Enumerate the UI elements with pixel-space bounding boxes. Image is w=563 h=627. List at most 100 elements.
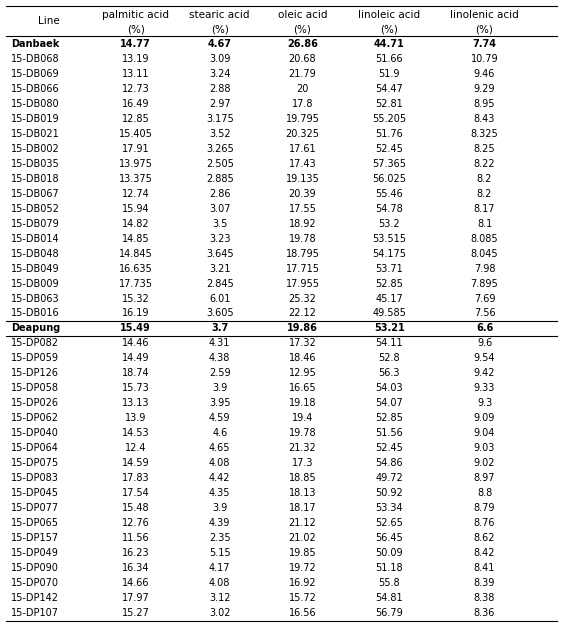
- Text: 18.46: 18.46: [289, 354, 316, 364]
- Text: 53.34: 53.34: [376, 503, 403, 514]
- Text: 15-DP026: 15-DP026: [11, 398, 59, 408]
- Text: 8.045: 8.045: [471, 248, 498, 258]
- Text: 3.21: 3.21: [209, 263, 230, 273]
- Text: 16.19: 16.19: [122, 308, 149, 319]
- Text: 54.86: 54.86: [376, 458, 403, 468]
- Text: 15-DB079: 15-DB079: [11, 219, 60, 229]
- Text: 15-DP077: 15-DP077: [11, 503, 59, 514]
- Text: 4.42: 4.42: [209, 473, 230, 483]
- Text: 56.45: 56.45: [376, 534, 403, 544]
- Text: 21.79: 21.79: [289, 69, 316, 79]
- Text: 51.9: 51.9: [378, 69, 400, 79]
- Text: 9.04: 9.04: [474, 428, 495, 438]
- Text: 3.52: 3.52: [209, 129, 230, 139]
- Text: 19.78: 19.78: [289, 234, 316, 243]
- Text: 4.17: 4.17: [209, 563, 230, 573]
- Text: 15-DP107: 15-DP107: [11, 608, 59, 618]
- Text: 3.24: 3.24: [209, 69, 230, 79]
- Text: 16.635: 16.635: [119, 263, 153, 273]
- Text: 19.85: 19.85: [289, 548, 316, 558]
- Text: 49.72: 49.72: [376, 473, 403, 483]
- Text: 15-DB009: 15-DB009: [11, 278, 60, 288]
- Text: 15-DP126: 15-DP126: [11, 369, 59, 379]
- Text: 15.27: 15.27: [122, 608, 150, 618]
- Text: 56.79: 56.79: [376, 608, 403, 618]
- Text: 15-DP065: 15-DP065: [11, 519, 59, 529]
- Text: 53.71: 53.71: [376, 263, 403, 273]
- Text: 15-DP040: 15-DP040: [11, 428, 59, 438]
- Text: 9.42: 9.42: [474, 369, 495, 379]
- Text: 15-DP059: 15-DP059: [11, 354, 59, 364]
- Text: 14.53: 14.53: [122, 428, 149, 438]
- Text: 16.23: 16.23: [122, 548, 149, 558]
- Text: 12.95: 12.95: [289, 369, 316, 379]
- Text: 18.85: 18.85: [289, 473, 316, 483]
- Text: 52.65: 52.65: [376, 519, 403, 529]
- Text: 18.74: 18.74: [122, 369, 149, 379]
- Text: 8.41: 8.41: [474, 563, 495, 573]
- Text: 15-DP157: 15-DP157: [11, 534, 59, 544]
- Text: 17.735: 17.735: [119, 278, 153, 288]
- Text: 3.265: 3.265: [206, 144, 234, 154]
- Text: 15-DB066: 15-DB066: [11, 83, 60, 93]
- Text: 20.325: 20.325: [285, 129, 319, 139]
- Text: 7.74: 7.74: [472, 39, 497, 49]
- Text: 14.66: 14.66: [122, 578, 149, 588]
- Text: 3.9: 3.9: [212, 384, 227, 393]
- Text: 15-DB069: 15-DB069: [11, 69, 60, 79]
- Text: 13.975: 13.975: [119, 159, 153, 169]
- Text: 8.17: 8.17: [474, 204, 495, 214]
- Text: 17.61: 17.61: [289, 144, 316, 154]
- Text: 7.56: 7.56: [473, 308, 495, 319]
- Text: 14.46: 14.46: [122, 339, 149, 349]
- Text: (%): (%): [211, 24, 229, 34]
- Text: 51.66: 51.66: [376, 54, 403, 64]
- Text: 20.68: 20.68: [289, 54, 316, 64]
- Text: 54.81: 54.81: [376, 593, 403, 603]
- Text: 3.7: 3.7: [211, 324, 229, 334]
- Text: 8.36: 8.36: [474, 608, 495, 618]
- Text: 53.2: 53.2: [378, 219, 400, 229]
- Text: 9.29: 9.29: [474, 83, 495, 93]
- Text: 3.09: 3.09: [209, 54, 230, 64]
- Text: 8.43: 8.43: [474, 113, 495, 124]
- Text: 6.01: 6.01: [209, 293, 230, 303]
- Text: 4.59: 4.59: [209, 413, 230, 423]
- Text: 19.18: 19.18: [289, 398, 316, 408]
- Text: 52.45: 52.45: [376, 144, 403, 154]
- Text: 53.515: 53.515: [372, 234, 406, 243]
- Text: 51.18: 51.18: [376, 563, 403, 573]
- Text: 4.65: 4.65: [209, 443, 230, 453]
- Text: 15-DP070: 15-DP070: [11, 578, 59, 588]
- Text: 15-DB080: 15-DB080: [11, 98, 60, 108]
- Text: 19.4: 19.4: [292, 413, 313, 423]
- Text: 12.85: 12.85: [122, 113, 149, 124]
- Text: 55.46: 55.46: [376, 189, 403, 199]
- Text: 15-DB016: 15-DB016: [11, 308, 60, 319]
- Text: 55.205: 55.205: [372, 113, 406, 124]
- Text: 22.12: 22.12: [288, 308, 316, 319]
- Text: 10.79: 10.79: [471, 54, 498, 64]
- Text: 55.8: 55.8: [378, 578, 400, 588]
- Text: 25.32: 25.32: [288, 293, 316, 303]
- Text: 13.375: 13.375: [119, 174, 153, 184]
- Text: 15-DB021: 15-DB021: [11, 129, 60, 139]
- Text: 2.505: 2.505: [205, 159, 234, 169]
- Text: 14.85: 14.85: [122, 234, 149, 243]
- Text: 15-DB049: 15-DB049: [11, 263, 60, 273]
- Text: 16.49: 16.49: [122, 98, 149, 108]
- Text: 8.62: 8.62: [474, 534, 495, 544]
- Text: 8.76: 8.76: [474, 519, 495, 529]
- Text: 12.76: 12.76: [122, 519, 149, 529]
- Text: 15-DB014: 15-DB014: [11, 234, 60, 243]
- Text: 3.645: 3.645: [206, 248, 234, 258]
- Text: 52.45: 52.45: [376, 443, 403, 453]
- Text: 3.605: 3.605: [206, 308, 234, 319]
- Text: 21.02: 21.02: [289, 534, 316, 544]
- Text: 20: 20: [296, 83, 309, 93]
- Text: 54.03: 54.03: [376, 384, 403, 393]
- Text: 17.54: 17.54: [122, 488, 149, 498]
- Text: (%): (%): [127, 24, 145, 34]
- Text: 9.09: 9.09: [474, 413, 495, 423]
- Text: 15-DP082: 15-DP082: [11, 339, 59, 349]
